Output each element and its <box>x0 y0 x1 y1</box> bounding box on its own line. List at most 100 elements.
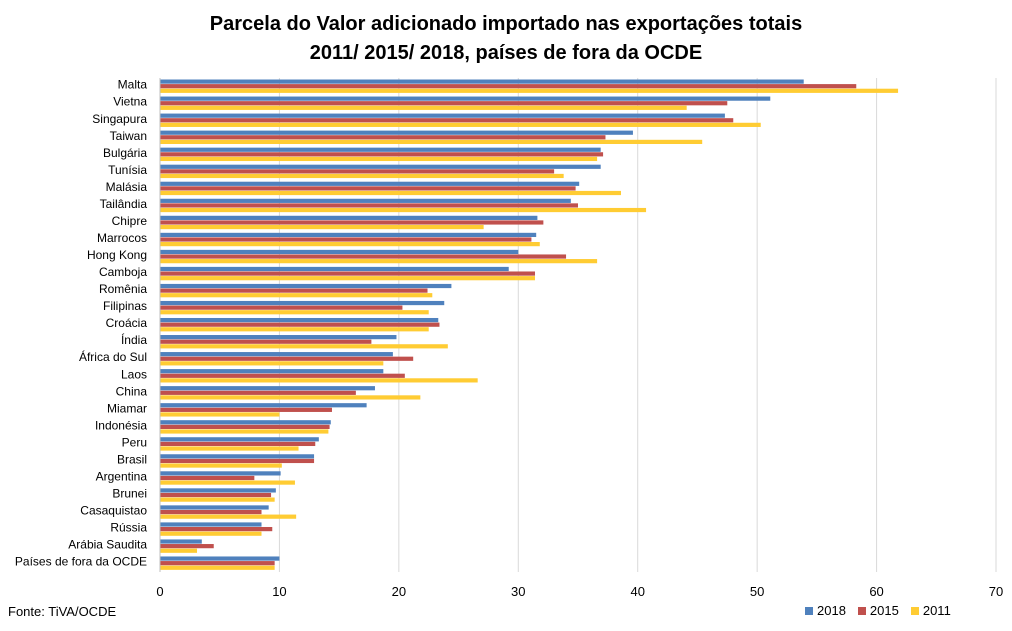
legend-label: 2015 <box>869 603 899 618</box>
y-tick-label: Miamar <box>107 401 147 415</box>
bar <box>160 322 440 327</box>
chart-title-line-1: Parcela do Valor adicionado importado na… <box>209 13 803 35</box>
y-tick-label: Hong Kong <box>87 248 147 262</box>
bar <box>160 531 262 536</box>
y-tick-label: Brunei <box>112 487 147 501</box>
bar <box>160 565 275 570</box>
bar <box>160 454 315 459</box>
y-tick-label: Romênia <box>99 282 147 296</box>
bar <box>160 492 272 498</box>
x-tick-label: 30 <box>511 584 525 599</box>
bar <box>160 339 372 344</box>
legend-label: 2018 <box>817 603 846 618</box>
legend-item: 2015 <box>857 603 899 618</box>
x-tick-label: 20 <box>392 584 406 599</box>
bar <box>160 441 316 447</box>
bar <box>160 156 598 162</box>
bar <box>160 407 332 412</box>
bar <box>160 181 580 186</box>
bar <box>160 276 536 281</box>
bar <box>160 88 899 93</box>
y-tick-label: Filipinas <box>103 299 147 313</box>
y-tick-label: Brasil <box>117 452 147 466</box>
legend-swatch <box>805 606 813 615</box>
y-tick-label: Indonésia <box>95 418 147 432</box>
y-tick-label: Laos <box>121 367 147 381</box>
y-tick-label: Argentina <box>96 469 148 483</box>
bar <box>160 429 329 434</box>
bar <box>160 539 202 544</box>
bar <box>160 203 578 208</box>
y-tick-label: Peru <box>122 435 147 449</box>
legend-item: 2011 <box>910 603 951 618</box>
legend-swatch <box>910 606 919 615</box>
bar <box>160 242 540 247</box>
y-tick-label: Chipre <box>112 214 148 228</box>
bar <box>160 215 538 220</box>
x-tick-label: 10 <box>272 584 286 599</box>
y-tick-label: Arábia Saudita <box>68 538 147 552</box>
bar <box>160 237 532 242</box>
bar <box>160 139 703 145</box>
y-tick-label: Tunísia <box>108 163 147 177</box>
bar <box>160 480 295 485</box>
chart-title-line-2: 2011/ 2015/ 2018, países de fora da OCDE <box>309 42 703 64</box>
bar <box>160 390 356 395</box>
bar <box>160 420 331 425</box>
bar <box>160 224 484 230</box>
bar <box>160 437 319 442</box>
y-tick-label: Casaquistao <box>80 504 147 518</box>
bar <box>160 105 687 110</box>
bar <box>160 378 478 383</box>
y-tick-label: Países de fora da OCDE <box>15 555 147 569</box>
legend: 2018 2015 2011 <box>805 603 951 618</box>
y-tick-label: Vietna <box>113 95 147 109</box>
y-tick-label: Camboja <box>99 265 147 279</box>
y-tick-label: Rússia <box>110 521 147 535</box>
y-tick-label: China <box>116 384 148 398</box>
bar <box>160 84 857 89</box>
bar <box>160 395 421 400</box>
bar <box>160 220 544 225</box>
x-tick-label: 50 <box>750 584 764 599</box>
bar <box>160 335 397 340</box>
y-tick-label: Marrocos <box>97 231 147 245</box>
y-tick-label: Bulgária <box>103 146 147 160</box>
bar <box>160 288 428 293</box>
bar <box>160 118 734 123</box>
bar <box>160 169 555 174</box>
bar <box>160 207 647 213</box>
y-tick-label: Malta <box>118 78 148 92</box>
x-tick-label: 60 <box>869 584 883 599</box>
bar <box>160 514 297 519</box>
bar <box>160 300 445 306</box>
y-tick-label: Índia <box>121 332 147 347</box>
bar <box>160 198 571 203</box>
bar <box>160 310 429 315</box>
bar <box>160 130 633 135</box>
legend-label: 2011 <box>922 603 951 618</box>
bar <box>160 361 384 366</box>
y-tick-label: África do Sul <box>79 349 147 364</box>
bar <box>160 327 429 332</box>
bar <box>160 386 375 391</box>
bar <box>160 458 315 464</box>
bar <box>160 164 601 169</box>
bar <box>160 293 433 298</box>
bar <box>160 232 537 238</box>
bar <box>160 463 282 468</box>
y-tick-label: Singapura <box>92 112 147 126</box>
bar <box>160 317 439 323</box>
bar <box>160 522 262 527</box>
bar <box>160 373 405 378</box>
bar <box>160 505 269 510</box>
bar <box>160 254 567 259</box>
bar <box>160 403 367 408</box>
y-tick-label: Tailândia <box>100 197 148 211</box>
bar <box>160 475 255 481</box>
bar <box>160 356 414 361</box>
bar <box>160 424 330 429</box>
bar <box>160 488 276 493</box>
bar <box>160 344 448 349</box>
bar <box>160 471 281 476</box>
